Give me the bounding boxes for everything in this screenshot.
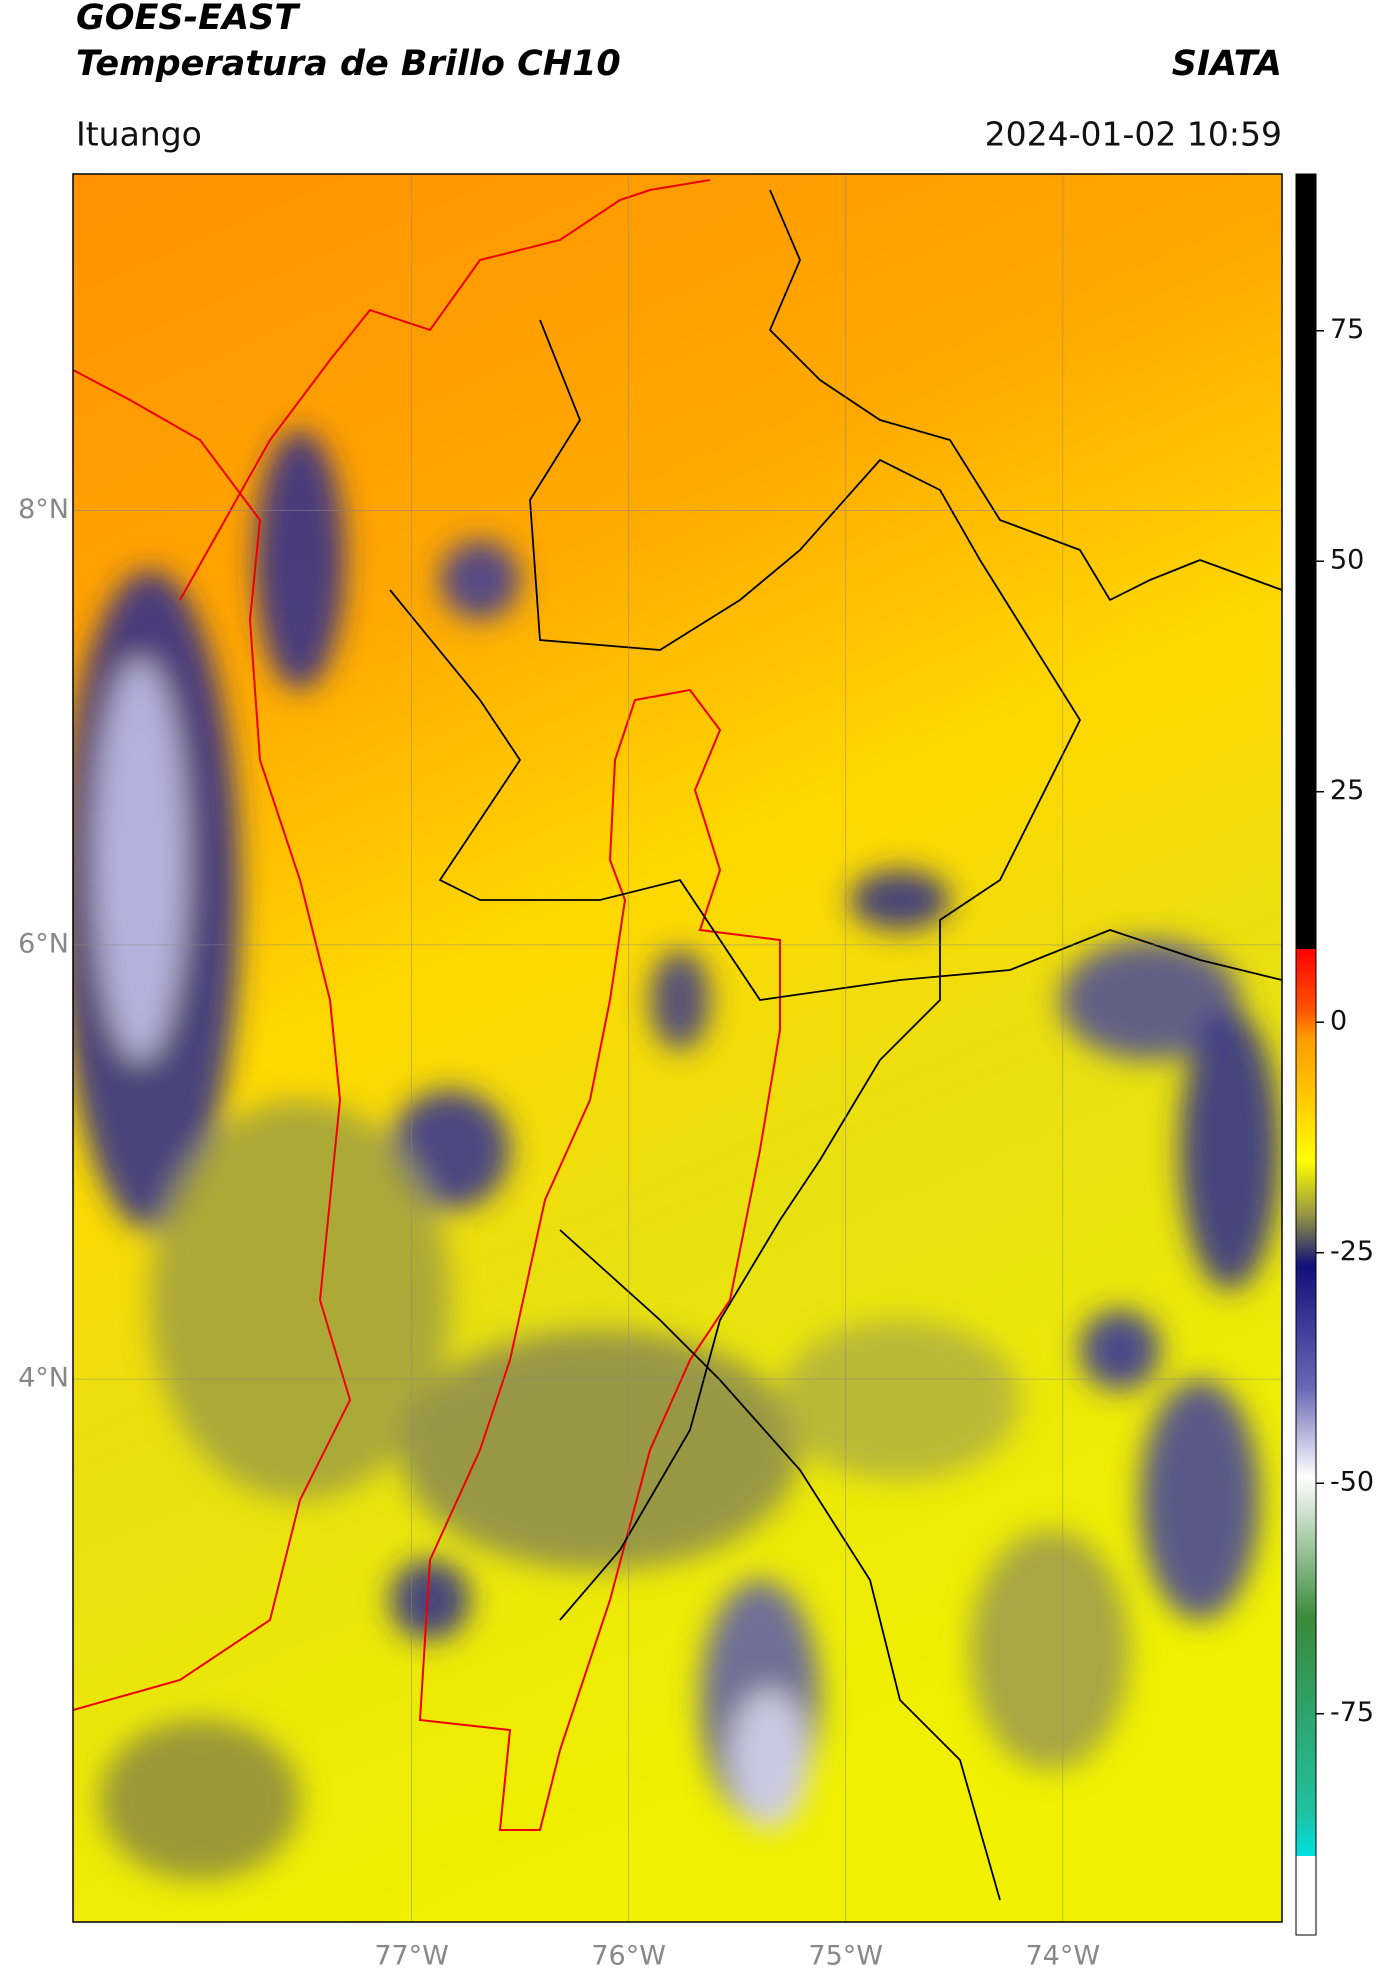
region [418, 688, 781, 1831]
cloud [150, 1100, 450, 1500]
cloud [730, 1690, 810, 1830]
subtitle: Temperatura de Brillo CH10 [76, 44, 621, 84]
border-d [559, 1229, 1001, 1901]
timestamp: 2024-01-02 10:59 [985, 115, 1282, 154]
red-borders [73, 179, 781, 1831]
x-tick-label: 75°W [808, 1941, 883, 1972]
coast-north [179, 179, 711, 601]
brand: SIATA [1172, 44, 1282, 84]
colorbar-tick-label: 50 [1330, 545, 1364, 576]
black-borders [389, 189, 1282, 1901]
cloud [1140, 1380, 1260, 1620]
cloud [650, 950, 710, 1050]
x-tick-label: 76°W [591, 1941, 666, 1972]
colorbar-tick-label: -50 [1330, 1467, 1374, 1498]
border-a [529, 319, 1082, 1621]
colorbar-tick-label: -25 [1330, 1236, 1374, 1267]
cloud [1060, 940, 1240, 1060]
border-c [768, 189, 1282, 602]
cloud [390, 1560, 470, 1640]
y-tick-label: 4°N [18, 1363, 69, 1394]
cloud [100, 1720, 300, 1880]
colorbar-tick-label: 75 [1330, 314, 1364, 345]
x-tick-label: 74°W [1025, 1941, 1100, 1972]
cloud [255, 430, 345, 690]
cloud [400, 1330, 800, 1570]
cloud [1180, 1010, 1280, 1290]
y-tick-label: 6°N [18, 928, 69, 959]
colorbar-tick-label: 0 [1330, 1006, 1347, 1037]
x-tick-label: 77°W [374, 1941, 449, 1972]
cloud-field [73, 430, 1280, 1880]
cloud [970, 1530, 1130, 1770]
map-frame [72, 173, 1283, 1923]
cloud [850, 870, 950, 930]
coast [73, 369, 352, 1711]
cloud [440, 540, 520, 620]
cloud [780, 1320, 1020, 1480]
border-b [389, 589, 1282, 1001]
title: GOES-EAST [76, 0, 301, 38]
graticule: 77°W 76°W 75°W 74°W 4°N 6°N 8°N [18, 174, 1282, 1972]
location: Ituango [76, 115, 202, 154]
cloud [1080, 1310, 1160, 1390]
cloud [95, 660, 185, 1060]
y-tick-label: 8°N [18, 494, 69, 525]
colorbar-tick-label: -75 [1330, 1697, 1374, 1728]
map-image [73, 174, 1282, 1922]
colorbar-tick-label: 25 [1330, 775, 1364, 806]
colorbar [1295, 173, 1317, 1936]
